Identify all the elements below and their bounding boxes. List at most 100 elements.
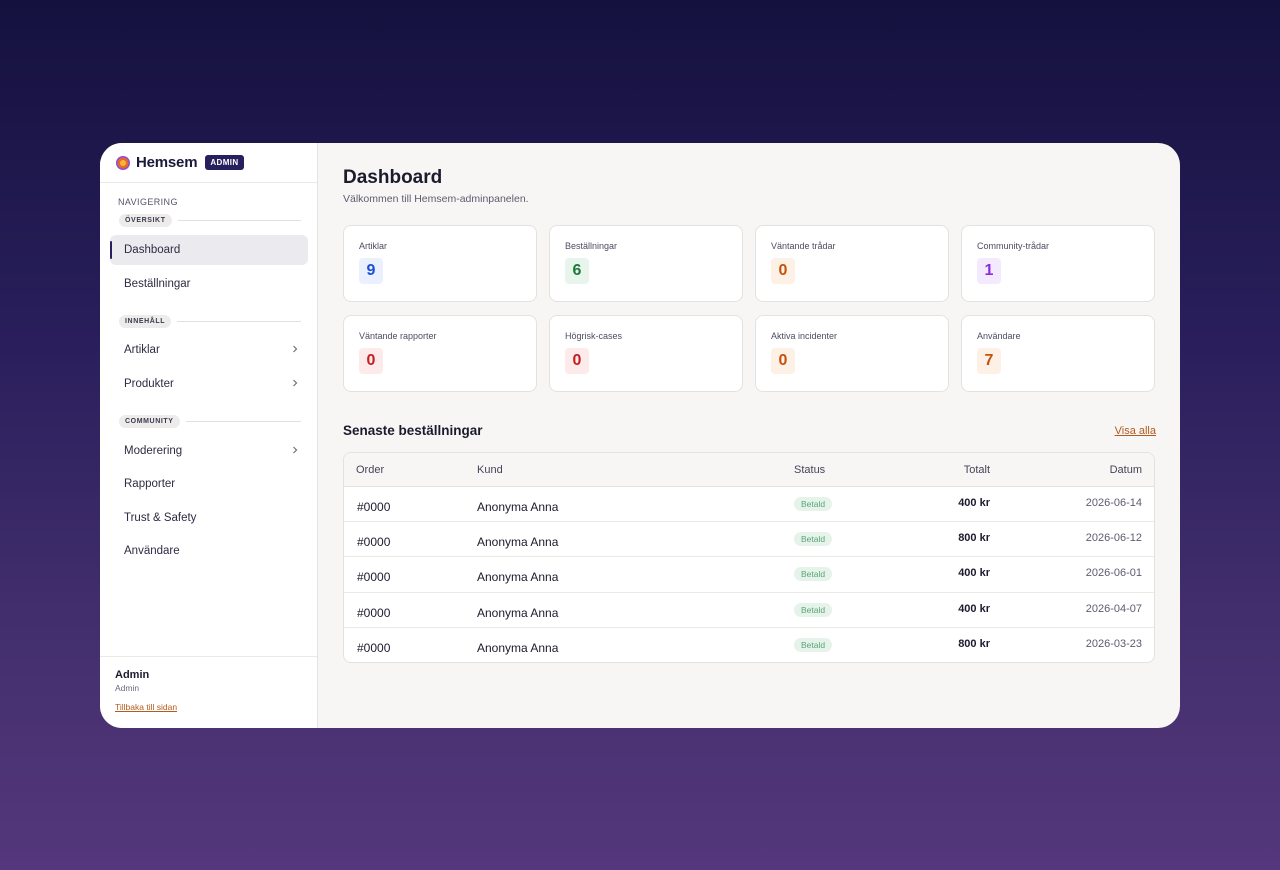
- sidebar-item-label: Rapporter: [124, 478, 176, 490]
- view-all-link[interactable]: Visa alla: [1114, 425, 1156, 437]
- stat-value: 0: [565, 348, 589, 374]
- sidebar-item-label: Användare: [124, 545, 180, 557]
- back-to-site-link[interactable]: Tillbaka till sidan: [115, 702, 178, 712]
- column-header-status[interactable]: Status: [794, 464, 826, 476]
- table-row[interactable]: #0000 Anonyma Anna Betald 400 kr 2026-06-01: [344, 557, 1154, 593]
- stat-value: 6: [565, 258, 589, 284]
- section-label: ÖVERSIKT: [119, 214, 172, 227]
- order-id: #0000: [357, 570, 391, 585]
- sidebar-item-label: Dashboard: [124, 244, 181, 256]
- stat-label: Högrisk-cases: [565, 331, 623, 341]
- customer-name: Anonyma Anna: [477, 605, 559, 620]
- order-date: 2026-06-14: [1085, 497, 1142, 509]
- order-total: 400 kr: [958, 567, 990, 580]
- section-oversikt: ÖVERSIKT: [119, 214, 301, 227]
- customer-name: Anonyma Anna: [477, 570, 559, 585]
- chevron-right-icon: [290, 445, 300, 455]
- table-row[interactable]: #0000 Anonyma Anna Betald 800 kr 2026-06-12: [344, 522, 1154, 558]
- order-date: 2026-03-23: [1085, 637, 1142, 650]
- stat-value: 0: [771, 348, 795, 374]
- column-header-datum[interactable]: Datum: [1109, 464, 1142, 476]
- stat-value: 0: [359, 348, 383, 374]
- customer-name: Anonyma Anna: [477, 535, 559, 550]
- stat-value: 7: [977, 348, 1001, 374]
- table-row[interactable]: #0000 Anonyma Anna Betald 400 kr 2026-04-07: [344, 593, 1154, 628]
- admin-badge: ADMIN: [205, 155, 244, 170]
- stat-label: Väntande rapporter: [359, 331, 437, 341]
- status-badge: Betald: [794, 497, 833, 511]
- stat-label: Beställningar: [565, 241, 618, 251]
- column-header-totalt[interactable]: Totalt: [963, 464, 990, 476]
- stat-label: Community-trådar: [977, 241, 1050, 251]
- chevron-right-icon: [290, 378, 300, 388]
- section-community: COMMUNITY: [119, 415, 301, 428]
- order-id: #0000: [357, 500, 391, 514]
- sidebar: Hemsem ADMIN NAVIGERING ÖVERSIKT Dashboa…: [100, 143, 318, 728]
- nav-title: NAVIGERING: [118, 197, 178, 207]
- section-innehall: INNEHÅLL: [119, 315, 301, 328]
- user-role: Admin: [115, 683, 140, 693]
- stat-label: Artiklar: [359, 241, 388, 251]
- stat-value: 1: [977, 258, 1001, 284]
- customer-name: Anonyma Anna: [477, 640, 559, 655]
- status-badge: Betald: [794, 567, 833, 582]
- divider: [185, 421, 301, 422]
- sidebar-item-trust-safety[interactable]: Trust & Safety: [110, 503, 308, 533]
- status-badge: Betald: [794, 532, 833, 547]
- admin-window: Hemsem ADMIN NAVIGERING ÖVERSIKT Dashboa…: [100, 143, 1180, 728]
- stat-card-vantande-rapporter[interactable]: Väntande rapporter 0: [343, 315, 537, 392]
- sidebar-item-dashboard[interactable]: Dashboard: [110, 235, 308, 265]
- order-id: #0000: [357, 640, 391, 655]
- recent-orders-title: Senaste beställningar: [343, 423, 483, 438]
- sidebar-footer: Admin Admin Tillbaka till sidan: [100, 656, 317, 728]
- user-name: Admin: [115, 669, 150, 681]
- orders-table: Order Kund Status Totalt Datum #0000 Anon…: [343, 452, 1155, 663]
- sidebar-item-produkter[interactable]: Produkter: [110, 369, 308, 399]
- table-row[interactable]: #0000 Anonyma Anna Betald 400 kr 2026-06-14: [344, 487, 1154, 523]
- customer-name: Anonyma Anna: [477, 500, 559, 514]
- main-content: Dashboard Välkommen till Hemsem-adminpan…: [318, 143, 1180, 728]
- stat-card-aktiva-incidenter[interactable]: Aktiva incidenter 0: [755, 315, 949, 392]
- status-badge: Betald: [794, 637, 833, 652]
- stat-card-artiklar[interactable]: Artiklar 9: [343, 225, 537, 302]
- sidebar-item-bestallningar[interactable]: Beställningar: [110, 269, 308, 299]
- order-total: 800 kr: [958, 532, 990, 545]
- divider: [177, 321, 301, 322]
- order-date: 2026-06-01: [1085, 567, 1142, 580]
- section-label: COMMUNITY: [119, 415, 180, 428]
- order-total: 800 kr: [958, 637, 990, 650]
- page-subtitle: Välkommen till Hemsem-adminpanelen.: [343, 193, 529, 205]
- stat-value: 0: [771, 258, 795, 284]
- brand-name: Hemsem: [136, 154, 198, 171]
- order-id: #0000: [357, 605, 391, 620]
- sidebar-item-label: Beställningar: [124, 278, 191, 290]
- order-id: #0000: [357, 535, 391, 550]
- column-header-kund[interactable]: Kund: [477, 464, 503, 476]
- hemsem-logo-icon: [116, 155, 130, 170]
- order-date: 2026-04-07: [1085, 602, 1142, 615]
- stat-card-community-tradar[interactable]: Community-trådar 1: [961, 225, 1155, 302]
- sidebar-item-label: Produkter: [124, 378, 174, 390]
- column-header-order[interactable]: Order: [356, 464, 385, 476]
- stat-card-bestallningar[interactable]: Beställningar 6: [549, 225, 743, 302]
- section-label: INNEHÅLL: [119, 315, 172, 328]
- chevron-right-icon: [290, 344, 300, 354]
- sidebar-item-moderering[interactable]: Moderering: [110, 436, 308, 466]
- order-total: 400 kr: [958, 497, 990, 509]
- brand-header[interactable]: Hemsem ADMIN: [100, 143, 317, 183]
- stat-value: 9: [359, 258, 383, 284]
- divider: [177, 220, 301, 221]
- stat-card-hogrisk-cases[interactable]: Högrisk-cases 0: [549, 315, 743, 392]
- sidebar-item-rapporter[interactable]: Rapporter: [110, 469, 308, 499]
- sidebar-item-label: Moderering: [124, 445, 183, 457]
- stat-card-anvandare[interactable]: Användare 7: [961, 315, 1155, 392]
- sidebar-item-artiklar[interactable]: Artiklar: [110, 335, 308, 365]
- sidebar-item-anvandare[interactable]: Användare: [110, 536, 308, 566]
- stat-label: Väntande trådar: [771, 241, 836, 251]
- table-row[interactable]: #0000 Anonyma Anna Betald 800 kr 2026-03-23: [344, 628, 1154, 662]
- order-total: 400 kr: [958, 602, 990, 615]
- page-title: Dashboard: [343, 167, 443, 188]
- order-date: 2026-06-12: [1085, 532, 1142, 545]
- stat-label: Användare: [977, 331, 1021, 341]
- stat-card-vantande-tradar[interactable]: Väntande trådar 0: [755, 225, 949, 302]
